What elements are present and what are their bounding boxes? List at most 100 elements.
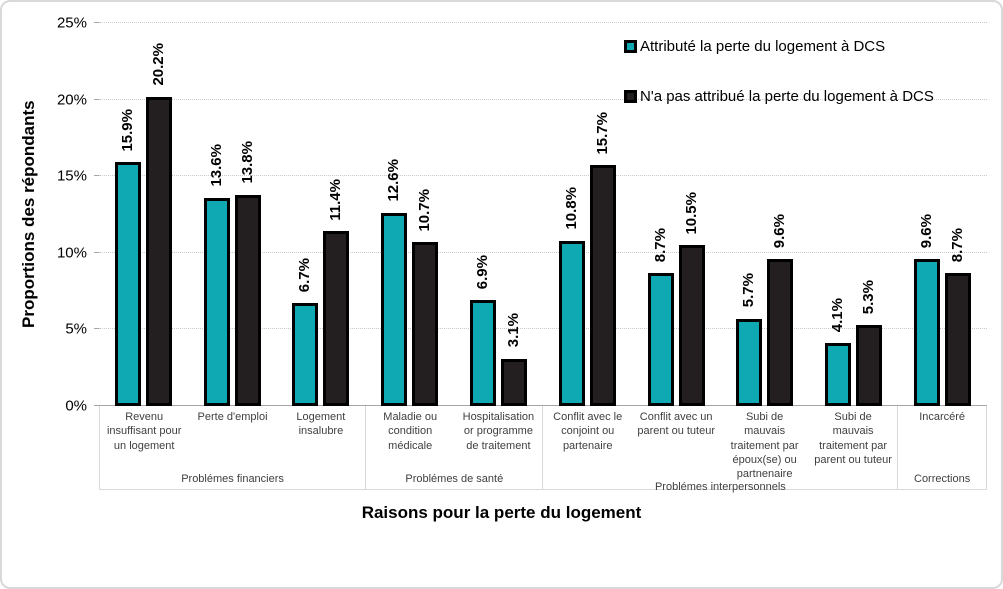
bar-not-attributed [678, 245, 705, 406]
legend-label-attributed: Attributé la perte du logement à DCS [640, 38, 886, 55]
category-slot: 5.7% 9.6% [721, 23, 810, 406]
bar-value-text: 15.9% [118, 108, 136, 152]
plot-area: 15.9% 20.2% 13.6% 13.8% 6.7% 11.4% 12.6% 10.7% 6… [99, 22, 987, 406]
bar-group: 10.8% 15.7% 8.7% 10.5% 5.7% 9.6% 4.1% 5.3% [543, 23, 898, 406]
bar-pair: 13.6% 13.8% [203, 23, 261, 406]
y-tick-mark [94, 405, 99, 406]
bar-value-label: 6.9% [474, 255, 492, 294]
bar-wrap: 13.6% [203, 23, 230, 406]
bar-attributed [736, 318, 763, 406]
category-labels-row: Conflit avec le conjoint ou partenaire Co… [543, 409, 897, 481]
bar-not-attributed [323, 231, 350, 406]
bar-attributed [203, 197, 230, 406]
legend-entry-not-attributed: N'a pas attribué la perte du logement à … [624, 88, 934, 105]
bar-value-text: 5.3% [860, 279, 878, 314]
group-label: Problémes financiers [181, 473, 284, 485]
bar-value-text: 3.1% [505, 313, 523, 348]
category-label: Maladie ou condition médicale [383, 411, 438, 452]
bar-not-attributed [767, 258, 794, 406]
group-box: Conflit avec le conjoint ou partenaire Co… [542, 406, 897, 493]
bar-wrap: 9.6% [767, 23, 794, 406]
category-labels-row: Revenu insuffisant pour un logement Perte… [100, 409, 365, 453]
bar-not-attributed [945, 272, 972, 406]
y-tick-label: 0% [65, 397, 87, 415]
bar-value-text: 20.2% [149, 43, 167, 86]
bar-pair: 9.6% 8.7% [914, 23, 972, 406]
gridline [99, 98, 987, 100]
y-tick-mark [94, 251, 99, 253]
bar-wrap: 4.1% [825, 23, 852, 406]
bar-pair: 12.6% 10.7% [381, 23, 439, 406]
gridline [99, 251, 987, 253]
bar-wrap: 11.4% [323, 23, 350, 406]
legend-swatch-attributed-icon [624, 40, 637, 53]
category-slot: 4.1% 5.3% [809, 23, 898, 406]
legend-swatch-not-attributed-icon [624, 90, 637, 103]
legend-label-not-attributed: N'a pas attribué la perte du logement à … [640, 88, 934, 105]
bar-value-text: 9.6% [918, 213, 936, 248]
category-slot: 8.7% 10.5% [632, 23, 721, 406]
bar-value-label: 15.9% [119, 109, 137, 157]
bars-row: 15.9% 20.2% 13.6% 13.8% 6.7% 11.4% 12.6% 10.7% 6… [99, 23, 987, 406]
legend-entry-attributed: Attributé la perte du logement à DCS [624, 38, 934, 55]
bar-wrap: 20.2% [145, 23, 172, 406]
bar-value-text: 13.6% [207, 144, 225, 187]
y-tick-label: 5% [65, 320, 87, 338]
category-slot: 9.6% 8.7% [898, 23, 987, 406]
bar-value-label: 10.7% [416, 189, 434, 237]
bar-group: 15.9% 20.2% 13.6% 13.8% 6.7% 11.4% [99, 23, 365, 406]
bar-value-text: 8.7% [949, 227, 967, 262]
bar-value-label: 4.1% [829, 298, 847, 337]
bar-value-text: 6.9% [474, 255, 492, 290]
bar-value-label: 3.1% [505, 313, 523, 352]
bar-attributed [381, 212, 408, 406]
y-tick-mark [94, 175, 99, 177]
bar-value-label: 11.4% [327, 179, 345, 226]
group-box: Revenu insuffisant pour un logement Perte… [99, 406, 365, 489]
bar-pair: 5.7% 9.6% [736, 23, 794, 406]
bar-value-label: 10.8% [563, 187, 581, 235]
group-label: Problémes de santé [405, 473, 504, 485]
category-label: Subi de mauvais traitement par époux(se)… [730, 411, 799, 481]
bar-wrap: 8.7% [647, 23, 674, 406]
category-label: Conflit avec un parent ou tuteur [637, 411, 715, 438]
group-label: Problémes interpersonnels [654, 481, 786, 494]
group-label: Corrections [914, 473, 971, 485]
category-slot: 13.6% 13.8% [188, 23, 277, 406]
category-label: Revenu insuffisant pour un logement [106, 411, 182, 452]
bar-attributed [914, 258, 941, 406]
bar-wrap: 15.7% [589, 23, 616, 406]
bar-wrap: 8.7% [945, 23, 972, 406]
bar-not-attributed [234, 194, 261, 406]
bar-attributed [558, 240, 585, 406]
gridline [99, 22, 987, 23]
category-slot: 6.7% 11.4% [277, 23, 366, 406]
y-axis-ticks: 0% 5% 10% 15% 20% 25% [2, 15, 99, 415]
group-box: Incarcéré Corrections [897, 406, 986, 489]
bar-wrap: 13.8% [234, 23, 261, 406]
x-axis-title: Raisons pour la perte du logement [361, 503, 642, 522]
category-slot: 10.8% 15.7% [543, 23, 632, 406]
category-slot: 12.6% 10.7% [365, 23, 454, 406]
bar-value-label: 6.7% [296, 258, 314, 297]
bar-wrap: 3.1% [501, 23, 528, 406]
bar-wrap: 5.3% [856, 23, 883, 406]
category-label: Hospitalisation or programme de traiteme… [462, 411, 535, 452]
y-tick-label: 15% [56, 167, 87, 185]
bar-value-label: 5.7% [740, 273, 758, 312]
y-tick-mark [94, 22, 99, 23]
category-slot: 6.9% 3.1% [454, 23, 543, 406]
bar-value-label: 13.8% [239, 141, 257, 189]
bar-wrap: 10.8% [558, 23, 585, 406]
category-labels-row: Incarcéré [898, 409, 986, 424]
bar-attributed [114, 162, 141, 406]
bar-group: 12.6% 10.7% 6.9% 3.1% [365, 23, 543, 406]
bar-value-text: 6.7% [296, 258, 314, 293]
bar-value-text: 8.7% [651, 227, 669, 262]
y-tick-label: 20% [56, 91, 87, 109]
gridline [99, 175, 987, 177]
bar-value-label: 8.7% [949, 228, 967, 267]
bar-value-text: 4.1% [829, 298, 847, 333]
bar-pair: 4.1% 5.3% [825, 23, 883, 406]
bar-not-attributed [145, 96, 172, 406]
